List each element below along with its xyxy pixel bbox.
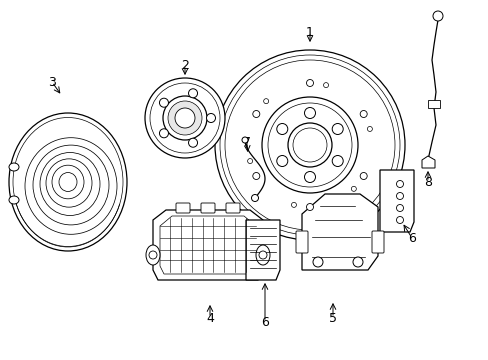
Circle shape (396, 193, 403, 199)
FancyBboxPatch shape (295, 231, 307, 253)
Circle shape (432, 11, 442, 21)
Ellipse shape (9, 163, 19, 171)
Text: 6: 6 (407, 231, 415, 244)
Polygon shape (245, 220, 280, 280)
Circle shape (149, 251, 157, 259)
Circle shape (145, 78, 224, 158)
Circle shape (396, 180, 403, 188)
FancyBboxPatch shape (201, 203, 215, 213)
Polygon shape (302, 194, 377, 270)
Circle shape (331, 156, 343, 166)
FancyBboxPatch shape (371, 231, 383, 253)
Ellipse shape (146, 245, 160, 265)
Circle shape (263, 99, 268, 104)
Circle shape (168, 101, 202, 135)
Circle shape (262, 97, 357, 193)
Circle shape (276, 156, 287, 166)
Circle shape (304, 171, 315, 183)
Polygon shape (153, 210, 263, 280)
Circle shape (175, 108, 195, 128)
Ellipse shape (13, 117, 123, 247)
Text: 5: 5 (328, 311, 336, 324)
Circle shape (396, 216, 403, 224)
Text: 6: 6 (261, 315, 268, 328)
Circle shape (306, 80, 313, 86)
Text: 7: 7 (243, 135, 250, 149)
Circle shape (259, 251, 266, 259)
Circle shape (276, 123, 287, 135)
Circle shape (366, 126, 372, 131)
Circle shape (242, 137, 247, 143)
Circle shape (163, 96, 206, 140)
Circle shape (206, 113, 215, 122)
Polygon shape (379, 170, 413, 232)
FancyBboxPatch shape (225, 203, 240, 213)
Text: 1: 1 (305, 26, 313, 39)
Text: 4: 4 (205, 311, 214, 324)
Circle shape (291, 202, 296, 207)
Circle shape (360, 172, 366, 180)
Circle shape (360, 111, 366, 117)
Text: 8: 8 (423, 176, 431, 189)
Circle shape (188, 138, 197, 147)
Circle shape (331, 123, 343, 135)
Circle shape (188, 89, 197, 98)
Polygon shape (427, 100, 439, 108)
FancyBboxPatch shape (176, 203, 190, 213)
Ellipse shape (256, 245, 269, 265)
Ellipse shape (9, 113, 127, 251)
Circle shape (323, 82, 328, 87)
Circle shape (251, 194, 258, 202)
Circle shape (350, 186, 356, 192)
Text: 3: 3 (48, 76, 56, 89)
Circle shape (312, 257, 323, 267)
Circle shape (287, 123, 331, 167)
Circle shape (396, 204, 403, 212)
Ellipse shape (9, 196, 19, 204)
Circle shape (159, 129, 168, 138)
Circle shape (352, 257, 362, 267)
Circle shape (304, 108, 315, 118)
Circle shape (252, 172, 259, 180)
Circle shape (247, 158, 252, 163)
Circle shape (252, 111, 259, 117)
Circle shape (159, 98, 168, 107)
Polygon shape (421, 156, 434, 168)
Text: 2: 2 (181, 59, 188, 72)
Circle shape (306, 203, 313, 211)
